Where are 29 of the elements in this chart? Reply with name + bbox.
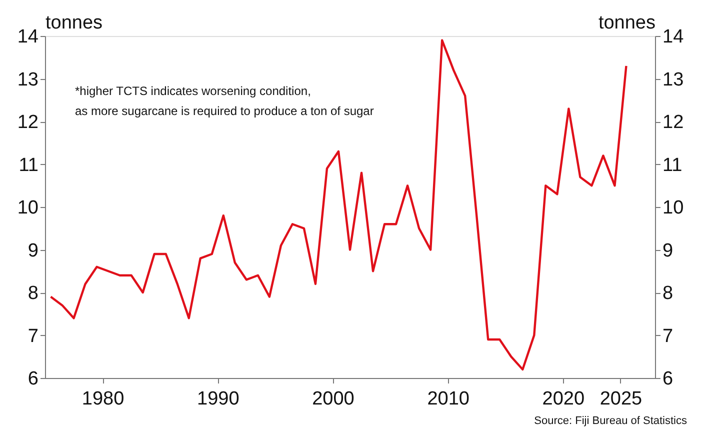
y2-tick-label: 9 bbox=[662, 240, 674, 262]
y2-tick-label: 10 bbox=[662, 198, 684, 218]
y-tick-label: 7 bbox=[28, 326, 38, 347]
y2-tick-label: 11 bbox=[662, 154, 682, 176]
line-series bbox=[50, 39, 628, 371]
x-tick-label: 2025 bbox=[600, 388, 642, 410]
y2-tick-label: 6 bbox=[662, 368, 674, 390]
y-tick-label: 11 bbox=[18, 154, 38, 176]
annotation: *higher TCTS indicates worsening condition, as more sugarcane is required to produce a ton of sugar bbox=[75, 84, 374, 118]
x-tick-label: 2020 bbox=[542, 388, 585, 410]
source-note: Source: Fiji Bureau of Statistics bbox=[534, 415, 688, 427]
x-tick-label: 1980 bbox=[82, 388, 124, 410]
y-axis-title: tonnes bbox=[46, 12, 103, 34]
y-tick-label: 13 bbox=[17, 69, 38, 90]
y2-tick-label: 14 bbox=[662, 26, 684, 48]
y2-tick-label: 8 bbox=[662, 283, 674, 304]
y-tick-label: 10 bbox=[17, 198, 38, 218]
y-tick-label: 12 bbox=[17, 112, 38, 133]
y2-axis-title: tonnes bbox=[598, 12, 656, 34]
x-tick-label: 1990 bbox=[197, 388, 240, 410]
y-tick-label: 14 bbox=[17, 26, 39, 48]
y-tick-label: 9 bbox=[28, 240, 38, 262]
x-tick-label: 2010 bbox=[427, 388, 470, 410]
y2-tick-label: 7 bbox=[662, 326, 674, 347]
y2-tick-label: 13 bbox=[662, 69, 684, 90]
x-tick-label: 2000 bbox=[312, 388, 354, 410]
y2-tick-label: 12 bbox=[662, 112, 684, 133]
y-tick-label: 6 bbox=[28, 368, 38, 390]
y-tick-label: 8 bbox=[28, 283, 38, 304]
